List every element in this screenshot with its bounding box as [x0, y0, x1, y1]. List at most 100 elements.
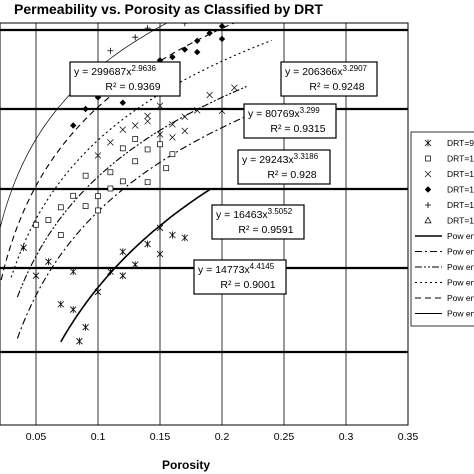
legend-marker [424, 186, 432, 193]
x-tick-label: 0.35 [398, 431, 419, 443]
data-point-series-3 [144, 118, 151, 125]
data-point-series-4 [119, 99, 126, 106]
data-point-series-2 [95, 193, 101, 200]
data-point-series-1 [76, 337, 83, 345]
data-point-series-1 [107, 268, 114, 276]
data-point-series-1 [32, 272, 40, 280]
legend-marker [425, 155, 431, 162]
data-point-series-2 [107, 185, 114, 192]
data-point-series-1 [45, 258, 52, 266]
data-point-series-1 [119, 248, 127, 256]
data-point-series-3 [107, 139, 114, 146]
data-point-series-2 [57, 232, 64, 238]
data-point-series-1 [156, 224, 164, 232]
x-tick-label: 0.3 [339, 431, 354, 443]
data-point-series-1 [144, 240, 151, 248]
data-point-series-1 [94, 288, 102, 296]
r-squared-text: R² = 0.9248 [309, 81, 364, 93]
data-point-series-5 [132, 34, 139, 41]
data-point-series-3 [144, 112, 151, 120]
data-point-series-1 [82, 323, 89, 331]
data-point-series-2 [169, 151, 176, 158]
data-point-series-1 [169, 231, 176, 239]
legend-label: DRT=9 [447, 138, 474, 148]
trendline-3 [16, 85, 248, 298]
data-point-series-2 [144, 179, 151, 186]
r-squared-text: R² = 0.928 [267, 169, 316, 181]
r-squared-text: R² = 0.9591 [238, 224, 293, 236]
legend-marker [424, 170, 432, 178]
data-point-series-3 [218, 107, 226, 115]
legend-marker [425, 202, 431, 208]
data-point-series-3 [169, 121, 176, 128]
data-point-series-2 [119, 145, 126, 152]
data-point-series-2 [33, 221, 39, 228]
data-point-series-3 [181, 127, 189, 135]
data-point-series-2 [132, 158, 139, 165]
data-point-series-3 [231, 84, 238, 92]
r-squared-text: R² = 0.9315 [270, 123, 325, 135]
x-tick-label: 0.15 [150, 431, 171, 443]
data-point-series-4 [70, 122, 77, 129]
trendline-1 [60, 189, 211, 343]
data-point-series-2 [119, 178, 126, 185]
data-point-series-5 [181, 23, 188, 27]
data-point-series-2 [82, 203, 89, 209]
x-tick-labels: 0.05 0.1 0.15 0.2 0.25 0.3 0.35 [26, 431, 419, 443]
data-point-series-2 [132, 136, 139, 142]
r-squared-text: R² = 0.9369 [105, 81, 160, 93]
data-point-series-1 [181, 234, 189, 242]
legend-marker [424, 216, 432, 224]
trendline-2 [16, 115, 248, 339]
data-point-series-3 [131, 122, 139, 129]
data-point-series-2 [157, 141, 163, 148]
legend-label: DRT=1 [447, 169, 474, 179]
data-point-series-4 [206, 29, 213, 37]
data-point-series-4 [218, 23, 226, 30]
data-point-series-3 [193, 107, 201, 114]
data-point-series-1 [69, 306, 77, 314]
legend: DRT=9 DRT=1 DRT=1 DRT=1 DRT=1 DRT=1 Pow en Pow … [410, 131, 474, 327]
data-point-series-1 [57, 300, 65, 308]
data-point-series-4 [181, 46, 188, 53]
legend-marker [424, 139, 432, 147]
data-point-series-3 [94, 152, 102, 159]
data-point-series-2 [45, 217, 52, 223]
chart-title: Permeability vs. Porosity as Classified … [14, 1, 323, 17]
x-tick-label: 0.05 [26, 431, 47, 443]
data-point-series-4 [82, 105, 89, 113]
data-point-series-1 [119, 272, 127, 280]
data-point-series-2 [95, 207, 101, 214]
data-point-series-4 [194, 37, 201, 45]
data-point-series-3 [206, 91, 213, 99]
data-point-series-2 [57, 204, 64, 211]
data-point-series-3 [156, 131, 164, 138]
data-point-series-2 [144, 146, 151, 153]
data-point-series-3 [181, 113, 189, 120]
data-point-series-4 [194, 48, 201, 56]
legend-label: Pow en [447, 262, 474, 272]
legend-label: DRT=1 [447, 185, 474, 195]
legend-label: DRT=1 [447, 216, 474, 226]
x-tick-label: 0.25 [274, 431, 295, 443]
data-point-series-3 [156, 102, 164, 109]
legend-label: Pow en [447, 247, 474, 257]
data-point-series-5 [107, 47, 114, 54]
legend-label: Pow en [447, 293, 474, 303]
data-point-series-4 [156, 57, 164, 64]
x-tick-label: 0.2 [215, 431, 230, 443]
legend-label: Pow en [447, 309, 474, 319]
legend-label: Pow en [447, 278, 474, 288]
trendline-6 [0, 23, 168, 230]
data-point-series-1 [69, 268, 77, 276]
data-point-series-5 [144, 25, 151, 32]
x-axis-title: Porosity [162, 458, 210, 472]
data-point-series-4 [218, 35, 226, 43]
legend-label: DRT=1 [447, 200, 474, 210]
